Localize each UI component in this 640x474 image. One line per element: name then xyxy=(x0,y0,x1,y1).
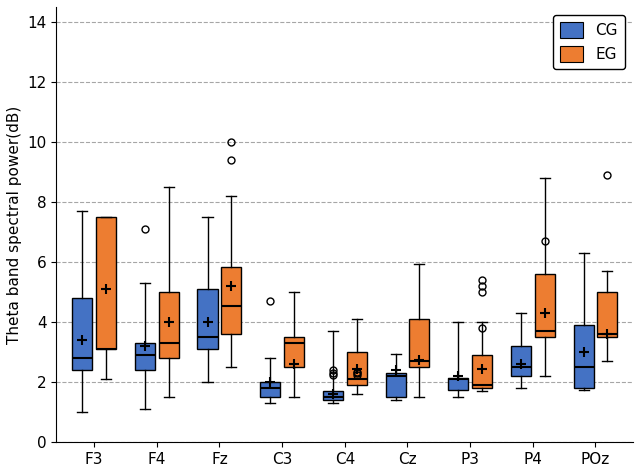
PathPatch shape xyxy=(448,378,468,390)
PathPatch shape xyxy=(410,319,429,367)
Y-axis label: Theta band spectral power(dB): Theta band spectral power(dB) xyxy=(7,106,22,344)
Legend: CG, EG: CG, EG xyxy=(552,15,625,70)
PathPatch shape xyxy=(534,274,555,337)
PathPatch shape xyxy=(573,325,593,388)
PathPatch shape xyxy=(597,292,618,337)
PathPatch shape xyxy=(323,392,343,401)
PathPatch shape xyxy=(198,289,218,349)
PathPatch shape xyxy=(472,355,492,388)
PathPatch shape xyxy=(72,298,92,370)
PathPatch shape xyxy=(284,337,304,367)
PathPatch shape xyxy=(385,373,406,397)
PathPatch shape xyxy=(221,267,241,334)
PathPatch shape xyxy=(511,346,531,376)
PathPatch shape xyxy=(260,382,280,397)
PathPatch shape xyxy=(347,352,367,385)
PathPatch shape xyxy=(159,292,179,358)
PathPatch shape xyxy=(135,343,155,370)
PathPatch shape xyxy=(96,217,116,349)
